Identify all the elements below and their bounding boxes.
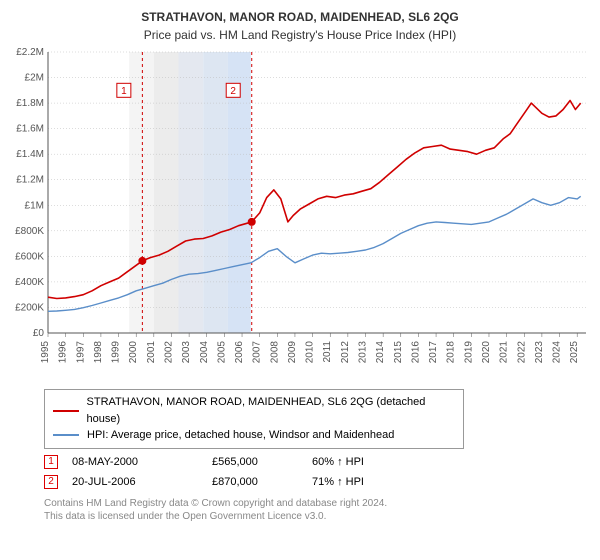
svg-text:2000: 2000 [128,341,139,364]
legend-label: STRATHAVON, MANOR ROAD, MAIDENHEAD, SL6 … [87,394,455,427]
svg-text:2024: 2024 [552,341,563,364]
svg-text:2010: 2010 [305,341,316,364]
svg-text:£2M: £2M [25,73,44,84]
svg-text:£1.4M: £1.4M [16,149,44,160]
svg-text:£400K: £400K [15,277,44,288]
svg-text:2007: 2007 [252,341,263,364]
transaction-row: 1 08-MAY-2000£565,00060% ↑ HPI [44,455,592,469]
chart-title: STRATHAVON, MANOR ROAD, MAIDENHEAD, SL6 … [8,10,592,24]
transaction-row: 2 20-JUL-2006£870,00071% ↑ HPI [44,475,592,489]
svg-text:2008: 2008 [269,341,280,364]
footer-attribution: Contains HM Land Registry data © Crown c… [44,497,592,523]
svg-text:1: 1 [121,86,127,97]
svg-text:2012: 2012 [340,341,351,364]
legend-item: HPI: Average price, detached house, Wind… [53,427,455,444]
svg-text:2006: 2006 [234,341,245,364]
legend-item: STRATHAVON, MANOR ROAD, MAIDENHEAD, SL6 … [53,394,455,427]
svg-text:£200K: £200K [15,302,44,313]
svg-text:1998: 1998 [93,341,104,364]
svg-text:2016: 2016 [410,341,421,364]
legend-swatch [53,410,79,412]
svg-text:2018: 2018 [446,341,457,364]
marker-number-icon: 2 [44,475,58,489]
svg-text:2: 2 [230,86,236,97]
svg-text:2014: 2014 [375,341,386,364]
svg-text:1996: 1996 [58,341,69,364]
svg-text:2015: 2015 [393,341,404,364]
svg-text:1999: 1999 [111,341,122,364]
svg-text:£800K: £800K [15,226,44,237]
legend-swatch [53,434,79,436]
chart-container: STRATHAVON, MANOR ROAD, MAIDENHEAD, SL6 … [0,0,600,560]
svg-text:£1.2M: £1.2M [16,175,44,186]
svg-text:2023: 2023 [534,341,545,364]
transaction-date: 20-JUL-2006 [72,476,212,488]
chart-plot-area: £0 £200K £400K £600K £800K £1M £1.2M £1.4M £1.6M… [8,48,592,383]
svg-text:2013: 2013 [358,341,369,364]
svg-text:2004: 2004 [199,341,210,364]
svg-text:2022: 2022 [516,341,527,364]
transaction-hpi-pct: 60% ↑ HPI [312,456,412,468]
svg-text:2011: 2011 [322,341,333,363]
svg-text:£600K: £600K [15,251,44,262]
chart-subtitle: Price paid vs. HM Land Registry's House … [8,28,592,42]
transaction-date: 08-MAY-2000 [72,456,212,468]
svg-text:£1M: £1M [25,200,44,211]
svg-text:£1.6M: £1.6M [16,124,44,135]
transaction-hpi-pct: 71% ↑ HPI [312,476,412,488]
legend-label: HPI: Average price, detached house, Wind… [87,427,394,444]
svg-text:1997: 1997 [75,341,86,364]
svg-text:2020: 2020 [481,341,492,364]
svg-text:£1.8M: £1.8M [16,98,44,109]
transaction-price: £870,000 [212,476,312,488]
footer-line-2: This data is licensed under the Open Gov… [44,510,592,523]
svg-text:2019: 2019 [463,341,474,364]
transaction-price: £565,000 [212,456,312,468]
svg-text:1995: 1995 [40,341,51,364]
svg-text:2001: 2001 [146,341,157,364]
marker-number-icon: 1 [44,455,58,469]
svg-text:2002: 2002 [163,341,174,364]
svg-text:£0: £0 [33,328,45,339]
svg-text:2009: 2009 [287,341,298,364]
legend: STRATHAVON, MANOR ROAD, MAIDENHEAD, SL6 … [44,389,464,449]
footer-line-1: Contains HM Land Registry data © Crown c… [44,497,592,510]
svg-text:2005: 2005 [216,341,227,364]
svg-text:£2.2M: £2.2M [16,48,44,58]
svg-text:2025: 2025 [569,341,580,364]
svg-text:2021: 2021 [499,341,510,364]
svg-text:2017: 2017 [428,341,439,364]
svg-text:2003: 2003 [181,341,192,364]
